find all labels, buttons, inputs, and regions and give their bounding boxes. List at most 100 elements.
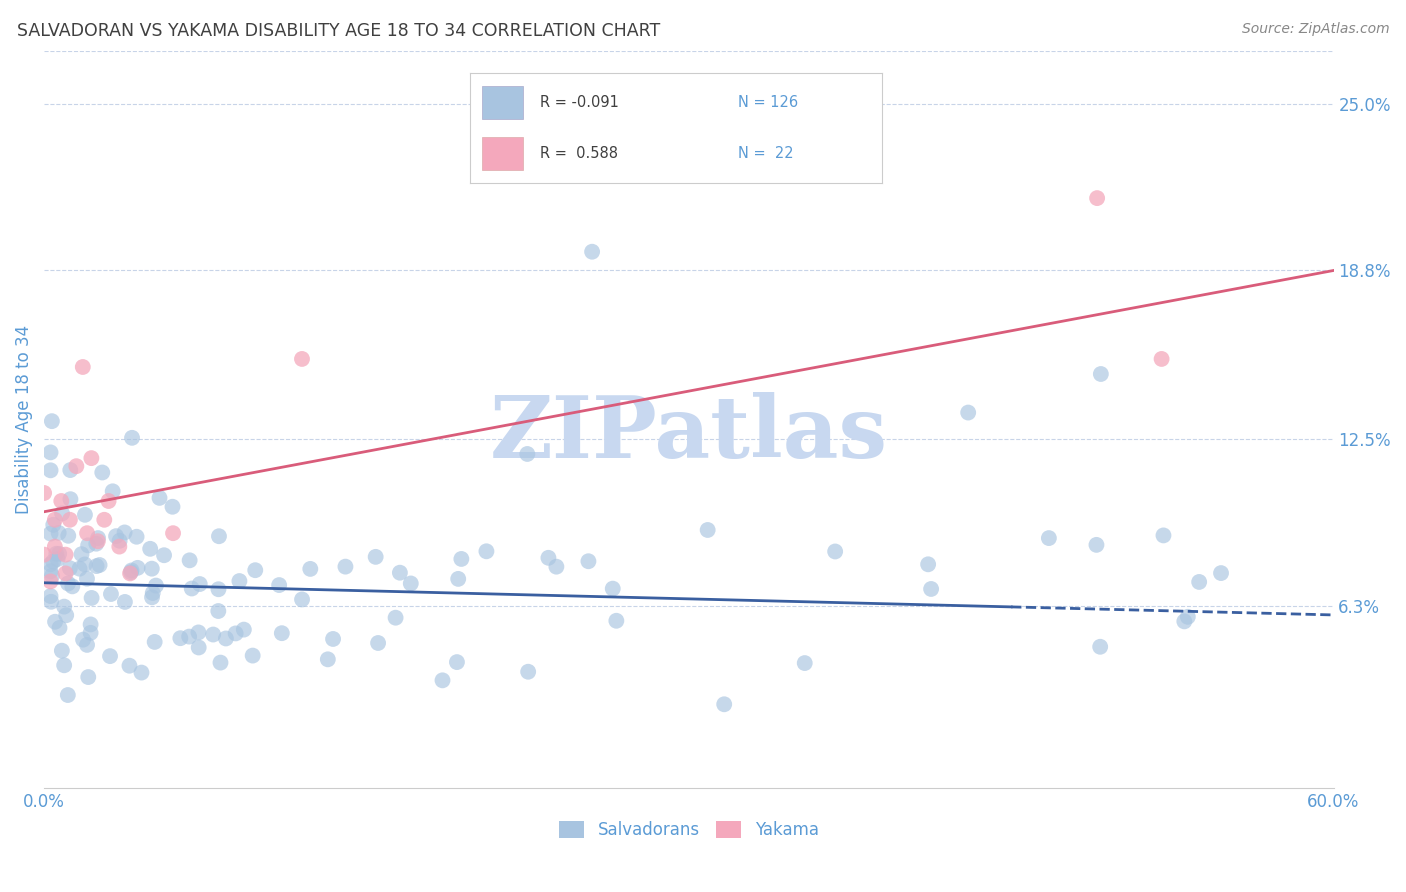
Point — [39, 463, 62, 477]
Point — [114, 595, 136, 609]
Point — [269, 578, 291, 592]
Point — [335, 559, 357, 574]
Point — [188, 577, 211, 591]
Point — [51, 494, 73, 508]
Point — [39, 445, 62, 459]
Point — [39, 558, 62, 572]
Point — [45, 547, 67, 561]
Point — [89, 558, 111, 572]
Point — [121, 431, 143, 445]
Point — [207, 582, 229, 597]
Point — [58, 529, 80, 543]
Point — [578, 554, 600, 568]
Point — [91, 466, 114, 480]
Point — [141, 591, 163, 605]
Point — [228, 574, 250, 588]
Point — [39, 565, 62, 579]
Point — [447, 572, 470, 586]
Point — [48, 621, 70, 635]
Point — [120, 565, 142, 579]
Point — [55, 566, 77, 581]
Point — [42, 517, 65, 532]
Point — [114, 525, 136, 540]
Point — [605, 614, 627, 628]
Point — [72, 632, 94, 647]
Point — [367, 636, 389, 650]
Text: ZIPatlas: ZIPatlas — [489, 392, 887, 476]
Point — [69, 562, 91, 576]
Point — [1153, 528, 1175, 542]
Point — [602, 582, 624, 596]
Point — [388, 566, 411, 580]
Point — [162, 526, 184, 541]
Point — [98, 649, 121, 664]
Point — [1177, 609, 1199, 624]
Point — [245, 563, 267, 577]
Point — [41, 414, 63, 428]
Point — [59, 561, 82, 575]
Point — [51, 507, 73, 521]
Point — [180, 582, 202, 596]
Point — [517, 665, 540, 679]
Point — [127, 561, 149, 575]
Point — [299, 562, 322, 576]
Point — [56, 688, 79, 702]
Point — [432, 673, 454, 688]
Point — [97, 494, 120, 508]
Point — [48, 525, 70, 540]
Point — [291, 351, 314, 366]
Point — [42, 554, 65, 568]
Point — [187, 625, 209, 640]
Point — [59, 463, 82, 477]
Point — [537, 550, 560, 565]
Point — [475, 544, 498, 558]
Point — [316, 652, 339, 666]
Point — [51, 643, 73, 657]
Point — [32, 486, 55, 500]
Point — [215, 632, 238, 646]
Point — [208, 529, 231, 543]
Point — [1173, 615, 1195, 629]
Point — [41, 568, 63, 582]
Point — [80, 591, 103, 605]
Point — [322, 632, 344, 646]
Point — [73, 558, 96, 572]
Point — [44, 513, 66, 527]
Point — [73, 508, 96, 522]
Point — [86, 559, 108, 574]
Point — [100, 587, 122, 601]
Point — [55, 548, 77, 562]
Point — [121, 564, 143, 578]
Point — [44, 540, 66, 554]
Point — [76, 638, 98, 652]
Point — [120, 566, 142, 581]
Point — [59, 492, 82, 507]
Point — [920, 582, 942, 596]
Point — [446, 655, 468, 669]
Point — [162, 500, 184, 514]
Point — [80, 451, 103, 466]
Point — [46, 552, 69, 566]
Point — [225, 626, 247, 640]
Point — [696, 523, 718, 537]
Point — [131, 665, 153, 680]
Point — [153, 548, 176, 562]
Point — [169, 631, 191, 645]
Point — [72, 359, 94, 374]
Point — [187, 640, 209, 655]
Point — [125, 530, 148, 544]
Point — [77, 538, 100, 552]
Point — [202, 627, 225, 641]
Point — [101, 484, 124, 499]
Point — [32, 548, 55, 562]
Point — [39, 526, 62, 541]
Point — [824, 544, 846, 558]
Point — [39, 589, 62, 603]
Point — [39, 595, 62, 609]
Point — [793, 656, 815, 670]
Point — [76, 572, 98, 586]
Point — [1088, 640, 1111, 654]
Point — [55, 608, 77, 623]
Point — [84, 537, 107, 551]
Point — [179, 630, 201, 644]
